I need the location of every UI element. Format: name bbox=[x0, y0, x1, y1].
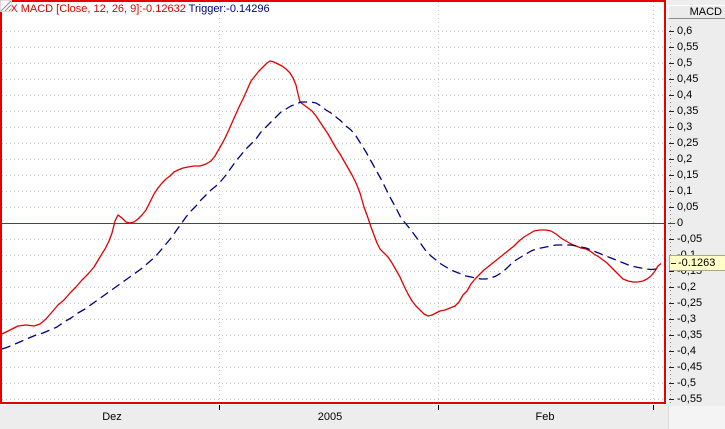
indicator-title: XX MACD [Close, 12, 26, 9]:-0.12632 Trig… bbox=[3, 3, 270, 15]
y-tick-mark bbox=[669, 31, 674, 32]
x-axis-tick bbox=[219, 405, 220, 410]
plot-border bbox=[0, 0, 666, 404]
y-tick-label: 0,5 bbox=[677, 57, 693, 69]
macd-chart-canvas bbox=[0, 0, 666, 404]
trigger-title-text: Trigger:-0.14296 bbox=[185, 3, 270, 15]
y-tick-label: 0,1 bbox=[677, 185, 693, 197]
y-tick-label: 0,45 bbox=[677, 73, 699, 85]
y-tick-label: 0,2 bbox=[677, 153, 693, 165]
y-tick-label: 0,55 bbox=[677, 41, 699, 53]
y-tick-mark bbox=[669, 95, 674, 96]
x-axis-tick bbox=[438, 405, 439, 410]
y-tick-label: -0,05 bbox=[677, 233, 703, 245]
y-tick-label: -0,55 bbox=[677, 393, 703, 405]
y-tick-label: 0,05 bbox=[677, 201, 699, 213]
chart-plot-area[interactable]: XX MACD [Close, 12, 26, 9]:-0.12632 Trig… bbox=[0, 0, 667, 405]
y-tick-mark bbox=[669, 351, 674, 352]
y-tick-mark bbox=[669, 383, 674, 384]
y-tick-mark bbox=[669, 271, 674, 272]
x-axis-tick bbox=[653, 405, 654, 410]
y-tick-mark bbox=[669, 367, 674, 368]
y-tick-label: -0,35 bbox=[677, 329, 703, 341]
y-tick-label: -0,4 bbox=[677, 345, 696, 357]
y-axis-panel[interactable]: MACD 0,6 0,55 0,5 0,45 0,4 0,35 0,3 0,25 0,2 0,15… bbox=[668, 0, 725, 429]
y-tick-mark bbox=[669, 175, 674, 176]
y-tick-label: 0 bbox=[677, 217, 684, 229]
y-tick-label: -0,3 bbox=[677, 313, 696, 325]
y-tick-label: -0,25 bbox=[677, 297, 703, 309]
y-tick-label: -0,5 bbox=[677, 377, 696, 389]
y-tick-label: 0,6 bbox=[677, 25, 693, 37]
series-macd-line bbox=[1, 60, 662, 335]
y-tick-mark bbox=[669, 127, 674, 128]
axis-corner bbox=[668, 406, 725, 429]
x-axis-label-2005: 2005 bbox=[317, 411, 343, 423]
y-tick-mark bbox=[669, 191, 674, 192]
current-value-badge: -0.1263 bbox=[669, 255, 725, 271]
current-value-label: -0.1263 bbox=[678, 257, 716, 269]
y-tick-mark bbox=[669, 207, 674, 208]
y-tick-mark bbox=[669, 335, 674, 336]
x-axis-label-feb: Feb bbox=[535, 411, 555, 423]
y-tick-mark bbox=[669, 239, 674, 240]
x-axis-strip[interactable]: Dez 2005 Feb bbox=[0, 406, 668, 429]
current-value-tick bbox=[671, 263, 676, 264]
y-tick-label: 0,35 bbox=[677, 105, 699, 117]
y-tick-label: -0,2 bbox=[677, 281, 696, 293]
axis-header-label: MACD bbox=[668, 5, 725, 19]
y-tick-mark bbox=[669, 111, 674, 112]
y-tick-label: 0,15 bbox=[677, 169, 699, 181]
y-tick-mark bbox=[668, 223, 675, 224]
y-tick-label: 0,4 bbox=[677, 89, 693, 101]
y-tick-mark bbox=[669, 143, 674, 144]
y-tick-mark bbox=[669, 63, 674, 64]
y-tick-mark bbox=[669, 303, 674, 304]
y-tick-mark bbox=[669, 319, 674, 320]
y-axis-line bbox=[670, 26, 671, 404]
macd-title-text: XX MACD [Close, 12, 26, 9]:-0.12632 bbox=[3, 3, 186, 15]
y-tick-mark bbox=[669, 399, 674, 400]
resize-handle-icon[interactable] bbox=[0, 0, 12, 12]
y-tick-mark bbox=[669, 159, 674, 160]
y-tick-mark bbox=[669, 287, 674, 288]
series-trigger-line bbox=[1, 101, 661, 350]
y-tick-label: 0,3 bbox=[677, 121, 693, 133]
y-tick-mark bbox=[669, 47, 674, 48]
y-tick-mark bbox=[669, 79, 674, 80]
y-tick-label: -0,45 bbox=[677, 361, 703, 373]
y-tick-label: 0,25 bbox=[677, 137, 699, 149]
x-axis-label-dez: Dez bbox=[102, 411, 122, 423]
